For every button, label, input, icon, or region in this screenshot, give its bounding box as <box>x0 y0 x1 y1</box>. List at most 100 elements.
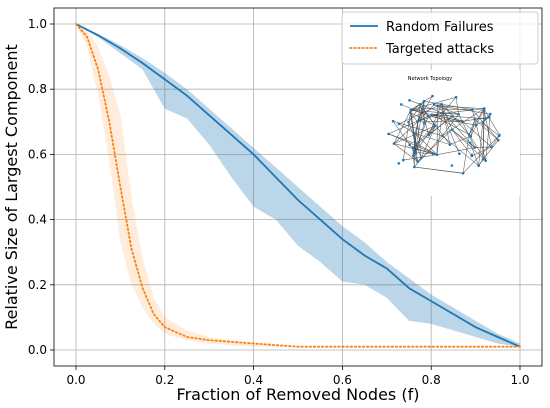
network-node <box>489 112 492 116</box>
network-node <box>407 120 410 124</box>
network-edge <box>428 112 443 117</box>
network-edge <box>417 115 429 122</box>
network-node <box>397 162 401 165</box>
network-edge <box>428 125 436 136</box>
network-edge <box>442 97 457 114</box>
network-node <box>431 152 435 155</box>
x-tick-label: 0.4 <box>244 373 263 387</box>
random-failures-line <box>75 23 521 348</box>
network-edge <box>469 142 479 166</box>
network-node <box>469 135 473 138</box>
network-edge <box>393 120 443 137</box>
network-edge <box>471 109 499 141</box>
network-edge <box>413 121 419 156</box>
network-edge <box>393 121 419 144</box>
network-node <box>399 103 403 106</box>
network-edge <box>412 147 415 168</box>
network-edge <box>412 147 418 162</box>
network-node <box>460 120 464 123</box>
network-edge <box>471 146 492 157</box>
network-node <box>481 121 485 125</box>
network-node <box>487 116 491 119</box>
network-node <box>475 123 478 127</box>
x-axis-label: Fraction of Removed Nodes (f) <box>177 385 420 404</box>
network-node <box>448 143 452 146</box>
network-edge <box>436 147 475 155</box>
y-tick-label: 0.6 <box>28 147 47 161</box>
y-tick-label: 0.8 <box>28 82 47 96</box>
network-edge <box>413 115 429 156</box>
network-edge <box>388 115 429 135</box>
network-edge <box>462 121 492 148</box>
network-edge <box>442 135 479 166</box>
network-edge <box>414 135 443 168</box>
network-edge <box>414 133 450 145</box>
plot-frame <box>53 7 543 367</box>
network-edge <box>414 112 443 153</box>
network-edge <box>485 113 491 161</box>
random-failures-band <box>76 24 520 347</box>
network-edge <box>423 100 473 110</box>
y-tick-label: 0.4 <box>28 213 47 227</box>
network-edge <box>462 134 470 174</box>
network-edge <box>478 122 483 166</box>
network-edge <box>455 97 459 115</box>
network-edge <box>419 104 430 136</box>
network-node <box>497 134 501 137</box>
legend-box <box>341 11 539 65</box>
network-node <box>451 114 454 118</box>
network-edge <box>458 114 476 148</box>
network-edge <box>388 133 417 144</box>
x-tick-label: 0.0 <box>66 373 85 387</box>
x-tick-label: 1.0 <box>510 373 529 387</box>
network-node <box>477 164 480 167</box>
network-node <box>458 152 461 156</box>
legend-label-random-failures: Random Failures <box>386 20 494 35</box>
network-edge <box>409 100 421 105</box>
network-edge <box>452 129 476 148</box>
x-tick-label: 0.2 <box>155 373 174 387</box>
network-node <box>412 154 415 157</box>
network-edge <box>436 112 443 155</box>
network-node <box>470 108 474 111</box>
network-edge <box>428 103 442 136</box>
network-edge <box>410 95 433 111</box>
network-node <box>416 160 419 163</box>
network-edge <box>449 136 471 145</box>
confidence-bands <box>76 24 520 347</box>
network-node <box>392 142 396 145</box>
network-edge <box>417 95 433 122</box>
network-edge <box>410 112 417 144</box>
network-node <box>470 153 474 157</box>
network-node <box>402 158 405 162</box>
y-tick-label: 0.0 <box>28 343 47 357</box>
network-node <box>397 122 401 126</box>
network-edge <box>414 166 464 174</box>
network-node <box>409 111 412 114</box>
network-node <box>484 159 488 162</box>
network-node <box>497 138 500 142</box>
legend: Random Failures Targeted attacks <box>341 11 539 65</box>
network-node <box>441 111 444 115</box>
network-node <box>419 156 423 160</box>
network-node <box>440 102 443 106</box>
network-node <box>416 120 420 123</box>
network-edge <box>482 140 499 160</box>
network-edge <box>470 108 485 137</box>
inset-title: Network Topology <box>408 76 453 82</box>
network-topology-inset: Network Topology <box>344 70 520 196</box>
network-edge <box>474 118 499 141</box>
network-node <box>430 113 434 116</box>
network-node <box>427 114 430 118</box>
network-edge <box>441 104 451 145</box>
network-node <box>414 142 418 145</box>
network-node <box>414 152 418 155</box>
targeted-attacks-line <box>75 23 521 348</box>
network-node <box>413 165 416 169</box>
network-node <box>431 94 434 98</box>
network-node <box>440 134 444 138</box>
network-node <box>432 103 436 106</box>
network-edge <box>451 129 486 161</box>
legend-label-targeted-attacks: Targeted attacks <box>385 42 494 57</box>
network-node <box>434 124 437 128</box>
